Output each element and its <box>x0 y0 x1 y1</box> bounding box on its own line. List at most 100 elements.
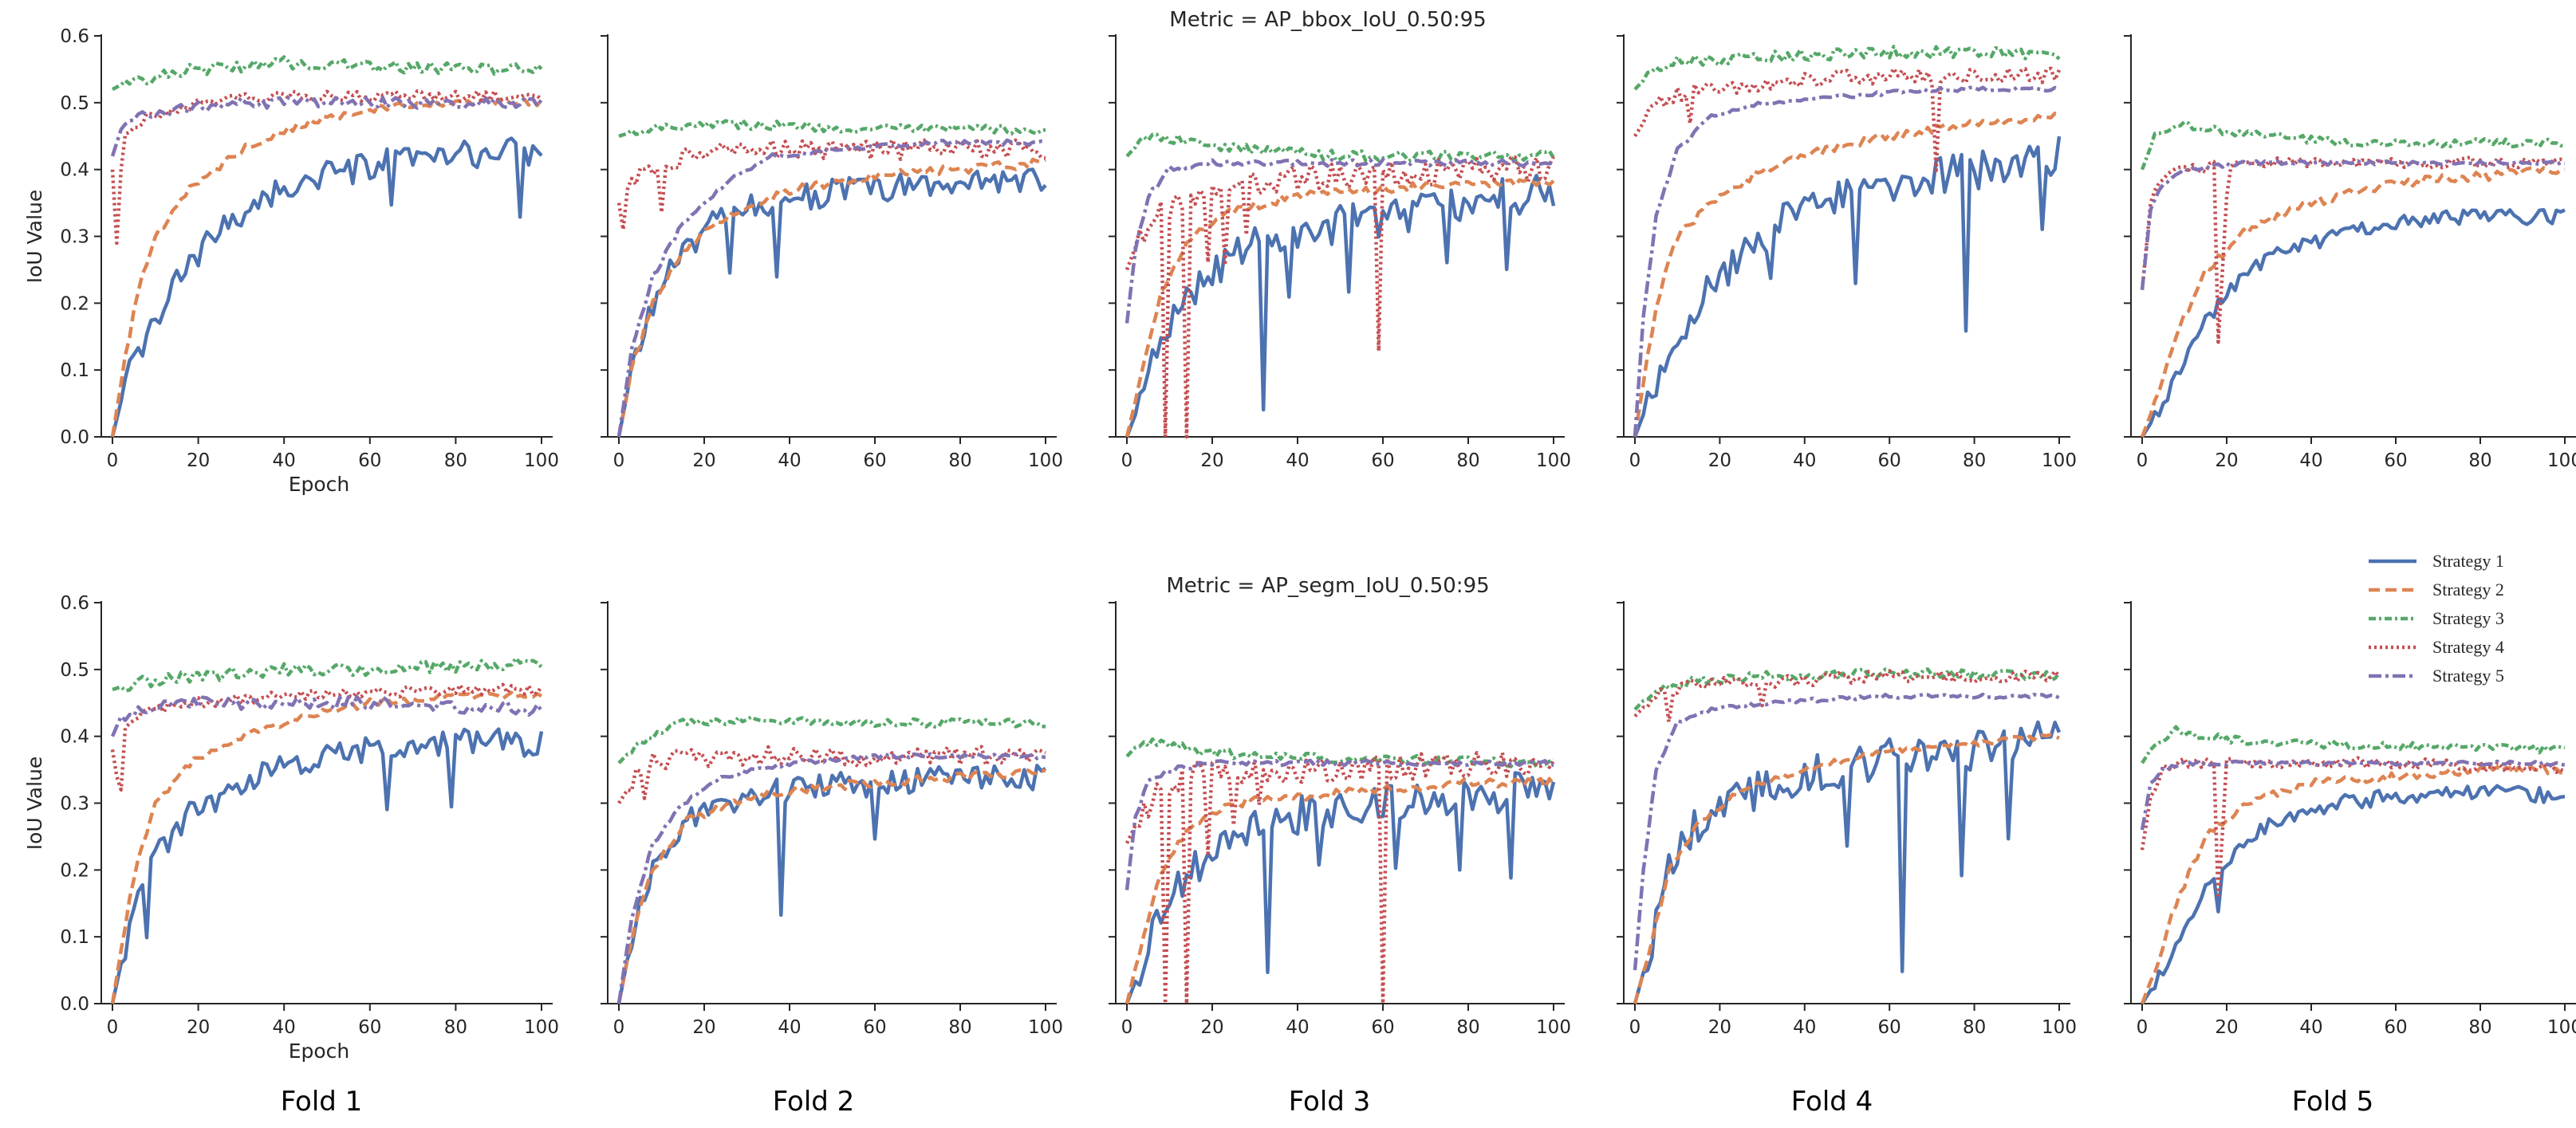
panel-segm-fold-4: 0 20 40 60 80 100 <box>1617 601 2077 1038</box>
series-line-strategy-2 <box>110 690 543 1004</box>
series-line-strategy-4 <box>1633 669 2061 724</box>
y-tick-label: 0.1 <box>60 927 89 948</box>
x-tick-label: 60 <box>2384 450 2407 471</box>
panel-bbox-fold-5: 0 20 40 60 80 100 <box>2124 34 2576 471</box>
series-line-strategy-1 <box>2141 207 2566 438</box>
x-tick-label: 100 <box>1536 1017 1571 1038</box>
x-tick-label: 60 <box>1878 1017 1901 1038</box>
x-tick-label: 20 <box>2215 1017 2238 1038</box>
row-title-bbox: Metric = AP_bbox_IoU_0.50:95 <box>1169 8 1486 32</box>
x-tick-label: 80 <box>2468 1017 2491 1038</box>
series-line-strategy-2 <box>616 157 1046 438</box>
x-tick-label: 40 <box>778 450 801 471</box>
x-tick-label: 20 <box>1200 1017 1223 1038</box>
x-tick-label: 0 <box>107 450 119 471</box>
series-line-strategy-4 <box>2140 155 2566 344</box>
x-tick-label: 80 <box>948 450 971 471</box>
series-line-strategy-3 <box>1633 667 2061 711</box>
panel-bbox-fold-4: 0 20 40 60 80 100 <box>1617 34 2077 471</box>
series-line-strategy-5 <box>616 138 1046 438</box>
panel-segm-fold-2: 0 20 40 60 80 100 <box>601 601 1063 1038</box>
series-line-strategy-1 <box>1125 174 1556 438</box>
series-line-strategy-3 <box>1125 132 1555 163</box>
x-tick-label: 60 <box>2384 1017 2407 1038</box>
x-tick-label: 0 <box>1121 450 1133 471</box>
x-tick-label: 80 <box>948 1017 971 1038</box>
x-tick-label: 60 <box>1371 450 1394 471</box>
x-tick-label: 0 <box>2137 450 2149 471</box>
series-line-strategy-5 <box>1633 85 2060 438</box>
x-tick-label: 80 <box>444 1017 467 1038</box>
x-tick-label: 100 <box>2042 1017 2077 1038</box>
x-axis-label: Epoch <box>289 473 350 496</box>
series-line-strategy-1 <box>1633 136 2062 438</box>
series-line-strategy-3 <box>1633 45 2061 91</box>
x-tick-label: 20 <box>187 1017 210 1038</box>
series-line-strategy-5 <box>2140 759 2566 831</box>
fold-label-1: Fold 1 <box>281 1086 363 1118</box>
x-tick-label: 80 <box>444 450 467 471</box>
series-line-strategy-2 <box>1633 733 2060 1004</box>
legend: Strategy 1 Strategy 2 Strategy 3 Strategy 4… <box>2369 551 2504 686</box>
x-tick-label: 20 <box>692 450 715 471</box>
x-tick-label: 0 <box>613 450 625 471</box>
y-tick-label: 0.3 <box>60 794 89 815</box>
x-tick-label: 100 <box>1028 1017 1063 1038</box>
legend-label: Strategy 2 <box>2432 580 2504 599</box>
x-tick-label: 60 <box>863 1017 886 1038</box>
y-tick-label: 0.6 <box>60 593 89 614</box>
x-tick-label: 20 <box>1708 1017 1731 1038</box>
x-tick-label: 20 <box>187 450 210 471</box>
series-line-strategy-2 <box>1633 111 2060 438</box>
x-tick-label: 20 <box>1708 450 1731 471</box>
y-tick-label: 0.0 <box>60 427 89 448</box>
panel-segm-fold-1: 0.0 0.1 0.2 0.3 0.4 0.5 0.6 0 20 40 60 80 100 Epoch Io… <box>23 593 559 1063</box>
series-line-strategy-2 <box>2140 166 2566 438</box>
series-line-strategy-3 <box>112 656 543 693</box>
fold-label-2: Fold 2 <box>773 1086 855 1118</box>
y-tick-label: 0.5 <box>60 660 89 681</box>
y-axis-label: IoU Value <box>23 190 46 284</box>
series-line-strategy-5 <box>616 752 1046 1004</box>
legend-label: Strategy 4 <box>2432 637 2504 657</box>
series-line-strategy-1 <box>616 167 1047 438</box>
x-tick-label: 60 <box>358 450 381 471</box>
x-tick-label: 60 <box>863 450 886 471</box>
row-title-segm: Metric = AP_segm_IoU_0.50:95 <box>1166 574 1489 598</box>
series-line-strategy-4 <box>110 682 543 792</box>
x-tick-label: 60 <box>358 1017 381 1038</box>
y-tick-label: 0.4 <box>60 727 89 748</box>
series-line-strategy-4 <box>1125 155 1555 439</box>
series-line-strategy-1 <box>1633 720 2062 1004</box>
x-tick-label: 40 <box>778 1017 801 1038</box>
x-tick-label: 40 <box>273 1017 296 1038</box>
series-line-strategy-4 <box>616 138 1046 232</box>
y-tick-label: 0.2 <box>60 293 89 314</box>
series-line-strategy-2 <box>616 768 1046 1004</box>
series-line-strategy-3 <box>2140 120 2565 171</box>
x-tick-label: 20 <box>2215 450 2238 471</box>
x-tick-label: 100 <box>2042 450 2077 471</box>
series-line-strategy-1 <box>1125 771 1556 1004</box>
x-tick-label: 40 <box>2299 1017 2322 1038</box>
x-tick-label: 80 <box>1963 450 1986 471</box>
x-tick-label: 100 <box>524 1017 559 1038</box>
x-tick-label: 40 <box>1286 450 1309 471</box>
x-tick-label: 40 <box>273 450 296 471</box>
y-axis-label: IoU Value <box>23 757 46 851</box>
legend-label: Strategy 1 <box>2432 551 2504 571</box>
x-tick-label: 80 <box>2468 450 2491 471</box>
x-tick-label: 60 <box>1371 1017 1394 1038</box>
x-tick-label: 100 <box>524 450 559 471</box>
x-tick-label: 0 <box>1121 1017 1133 1038</box>
x-tick-label: 60 <box>1878 450 1901 471</box>
series-line-strategy-1 <box>616 764 1047 1004</box>
series-line-strategy-1 <box>2141 784 2566 1005</box>
panel-segm-fold-5: 0 20 40 60 80 100 <box>2124 601 2576 1038</box>
x-tick-label: 100 <box>1536 450 1571 471</box>
x-tick-label: 40 <box>1793 450 1816 471</box>
y-tick-label: 0.3 <box>60 227 89 248</box>
x-tick-label: 0 <box>613 1017 625 1038</box>
y-tick-label: 0.2 <box>60 860 89 881</box>
